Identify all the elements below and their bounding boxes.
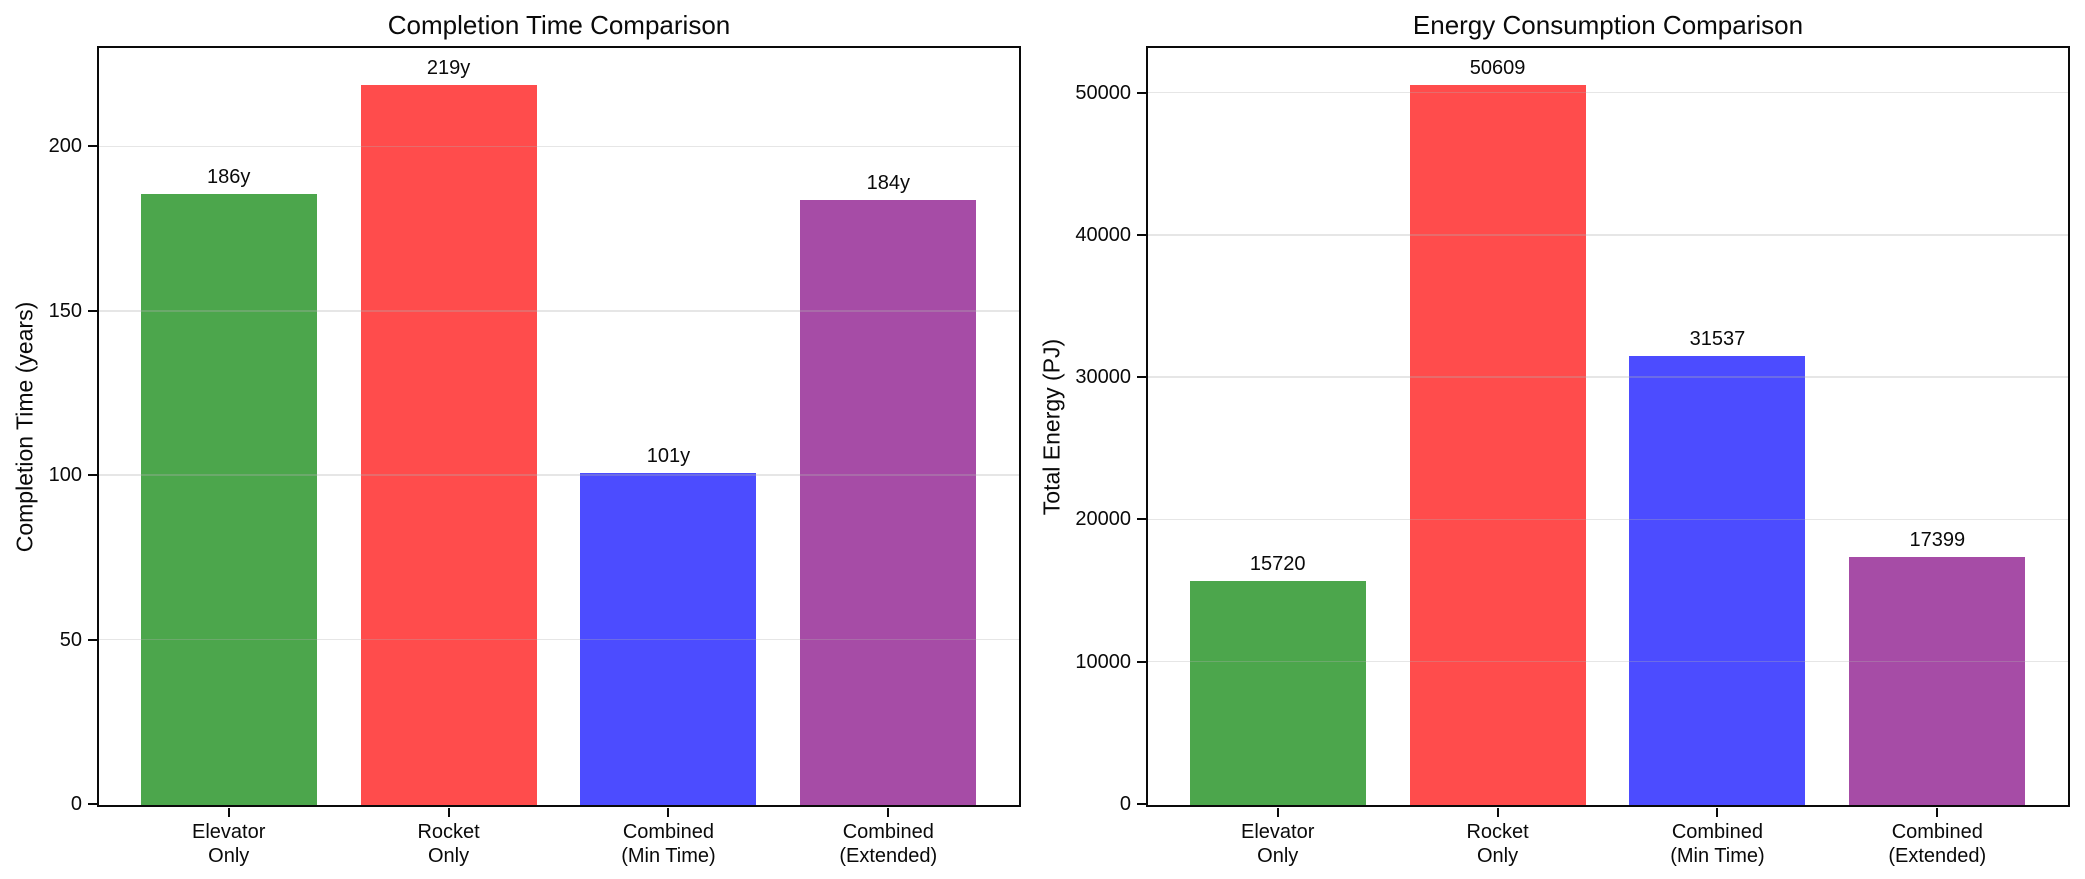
bar-value-label: 31537 [1689, 328, 1746, 351]
y-tick-mark [87, 309, 97, 312]
x-tick-label: Elevator Only [192, 821, 266, 867]
y-tick-label: 50 [59, 628, 82, 651]
y-tick-label: 10000 [1075, 650, 1131, 673]
y-tick-mark [87, 474, 97, 477]
plot-area: Energy Consumption Comparison Total Ener… [1038, 10, 2070, 867]
bar-combined-extended- [800, 200, 977, 805]
y-tick-mark [1136, 233, 1146, 236]
x-tick-label: Rocket Only [417, 821, 480, 867]
x-tick-label: Combined (Extended) [1888, 821, 1987, 867]
y-tick-label: 200 [48, 135, 82, 158]
y-tick-label: 30000 [1075, 366, 1131, 389]
y-axis-label: Total Energy (PJ) [1038, 338, 1064, 515]
x-tick-mark [447, 807, 450, 817]
x-tick-label: Combined (Extended) [839, 821, 938, 867]
y-tick-label: 20000 [1075, 508, 1131, 531]
gridline [99, 145, 1019, 148]
y-tick-mark [87, 803, 97, 805]
x-tick-label: Combined (Min Time) [1670, 821, 1765, 867]
gridline [1148, 91, 2068, 94]
bar-value-label: 50609 [1469, 57, 1526, 79]
x-tick-label: Combined (Min Time) [621, 821, 716, 867]
bar-value-label: 186y [207, 165, 251, 188]
bar-value-label: 184y [866, 172, 910, 195]
y-tick-mark [87, 145, 97, 148]
y-tick-label: 0 [1119, 793, 1131, 815]
gridline [1148, 660, 2068, 663]
gridline [1148, 234, 2068, 236]
x-tick-label: Elevator Only [1241, 821, 1315, 867]
x-tick-mark [887, 807, 890, 817]
bar-rocket-only [1409, 85, 1586, 805]
bar-value-label: 15720 [1249, 553, 1306, 576]
chart-title: Energy Consumption Comparison [1412, 10, 1804, 40]
x-tick-mark [1716, 807, 1719, 817]
gridline [99, 638, 1019, 641]
gridline [1148, 376, 2068, 378]
gridline [99, 474, 1019, 476]
y-tick-mark [1136, 518, 1146, 521]
bar-combined-extended- [1849, 557, 2026, 805]
bar-combined-min-time- [1629, 356, 1806, 805]
bar-rocket-only [360, 85, 537, 805]
y-tick-mark [1136, 803, 1146, 805]
bar-value-label: 17399 [1909, 529, 1966, 552]
x-tick-mark [1496, 807, 1499, 817]
y-tick-label: 150 [48, 299, 82, 322]
x-tick-label: Rocket Only [1466, 821, 1529, 867]
y-tick-mark [87, 638, 97, 641]
bar-elevator-only [140, 193, 317, 805]
plot-area: Completion Time Comparison Completion Ti… [12, 10, 1021, 867]
bar-value-label: 101y [646, 444, 691, 467]
y-tick-label: 40000 [1075, 223, 1131, 246]
x-tick-mark [1936, 807, 1939, 817]
x-tick-mark [1276, 807, 1279, 817]
bar-combined-min-time- [580, 472, 757, 805]
y-tick-mark [1136, 376, 1146, 379]
y-tick-mark [1136, 660, 1146, 663]
bar-value-label: 219y [426, 57, 471, 79]
y-tick-mark [1136, 91, 1146, 94]
x-tick-mark [667, 807, 670, 817]
y-tick-label: 50000 [1075, 81, 1131, 104]
bar-elevator-only [1189, 581, 1366, 805]
chart-title: Completion Time Comparison [387, 10, 731, 40]
y-axis-label: Completion Time (years) [11, 301, 38, 552]
x-tick-mark [227, 807, 230, 817]
gridline [1148, 518, 2068, 521]
gridline [99, 310, 1019, 312]
y-tick-label: 0 [70, 793, 82, 815]
y-tick-label: 100 [48, 464, 82, 487]
